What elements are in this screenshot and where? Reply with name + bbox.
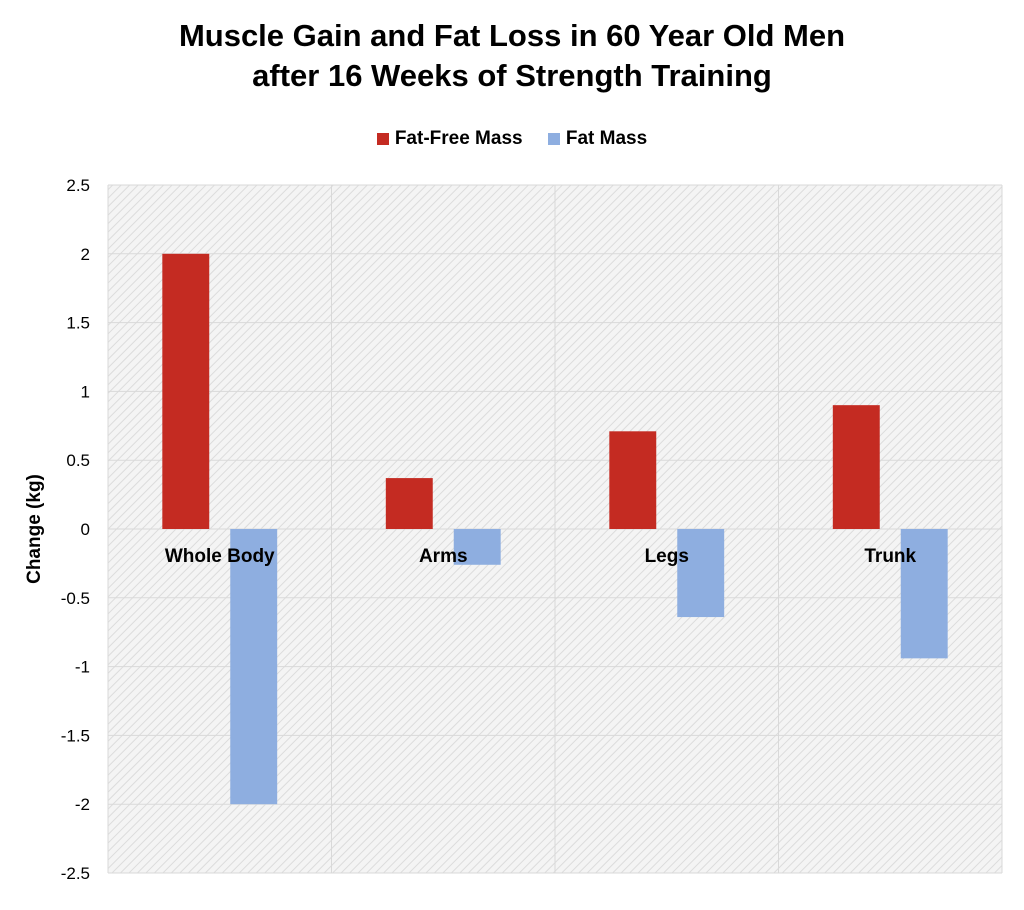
y-tick-label: 1.5 xyxy=(66,314,90,333)
legend-item-fat-mass: Fat Mass xyxy=(547,126,648,152)
legend-label-fat-free-mass: Fat-Free Mass xyxy=(394,128,523,149)
y-tick-label: 2.5 xyxy=(66,176,90,195)
chart-title: Muscle Gain and Fat Loss in 60 Year Old … xyxy=(0,16,1024,96)
category-label: Arms xyxy=(419,546,468,567)
y-tick-label: -1 xyxy=(75,658,90,677)
chart-title-line-2: after 16 Weeks of Strength Training xyxy=(252,58,772,93)
y-tick-label: -1.5 xyxy=(61,726,90,745)
bar-fat-free-mass-whole-body xyxy=(162,253,210,530)
chart-legend: Fat-Free Mass Fat Mass xyxy=(0,126,1024,153)
category-label: Whole Body xyxy=(165,546,275,567)
y-tick-label: 0 xyxy=(81,520,90,539)
y-tick-label: -0.5 xyxy=(61,589,90,608)
y-tick-label: 2 xyxy=(81,245,90,264)
chart-title-line-1: Muscle Gain and Fat Loss in 60 Year Old … xyxy=(178,18,846,53)
bar-fat-free-mass-trunk xyxy=(832,405,880,529)
bar-fat-mass-trunk xyxy=(900,529,948,659)
y-tick-label: -2.5 xyxy=(61,864,90,883)
y-axis-label: Change (kg) xyxy=(24,474,45,584)
category-labels: Whole Body Arms Legs Trunk xyxy=(165,546,917,567)
bar-fat-free-mass-legs xyxy=(609,431,657,529)
bar-fat-mass-whole-body xyxy=(230,529,278,805)
legend-swatch-fat-free-mass xyxy=(376,133,389,145)
bar-fat-mass-legs xyxy=(677,529,725,618)
bar-fat-mass-arms xyxy=(453,529,501,565)
legend-swatch-fat-mass xyxy=(547,133,560,145)
category-label: Legs xyxy=(645,546,689,567)
legend-item-fat-free-mass: Fat-Free Mass xyxy=(376,126,523,152)
bar-fat-free-mass-arms xyxy=(385,478,433,529)
y-axis-ticks: 2.5 2 1.5 1 0.5 0 -0.5 -1 -1.5 -2 -2.5 xyxy=(61,176,90,883)
bars xyxy=(162,253,948,805)
y-tick-label: -2 xyxy=(75,795,90,814)
legend-label-fat-mass: Fat Mass xyxy=(565,128,648,149)
y-tick-label: 1 xyxy=(81,382,90,401)
category-label: Trunk xyxy=(864,546,916,567)
y-tick-label: 0.5 xyxy=(66,451,90,470)
